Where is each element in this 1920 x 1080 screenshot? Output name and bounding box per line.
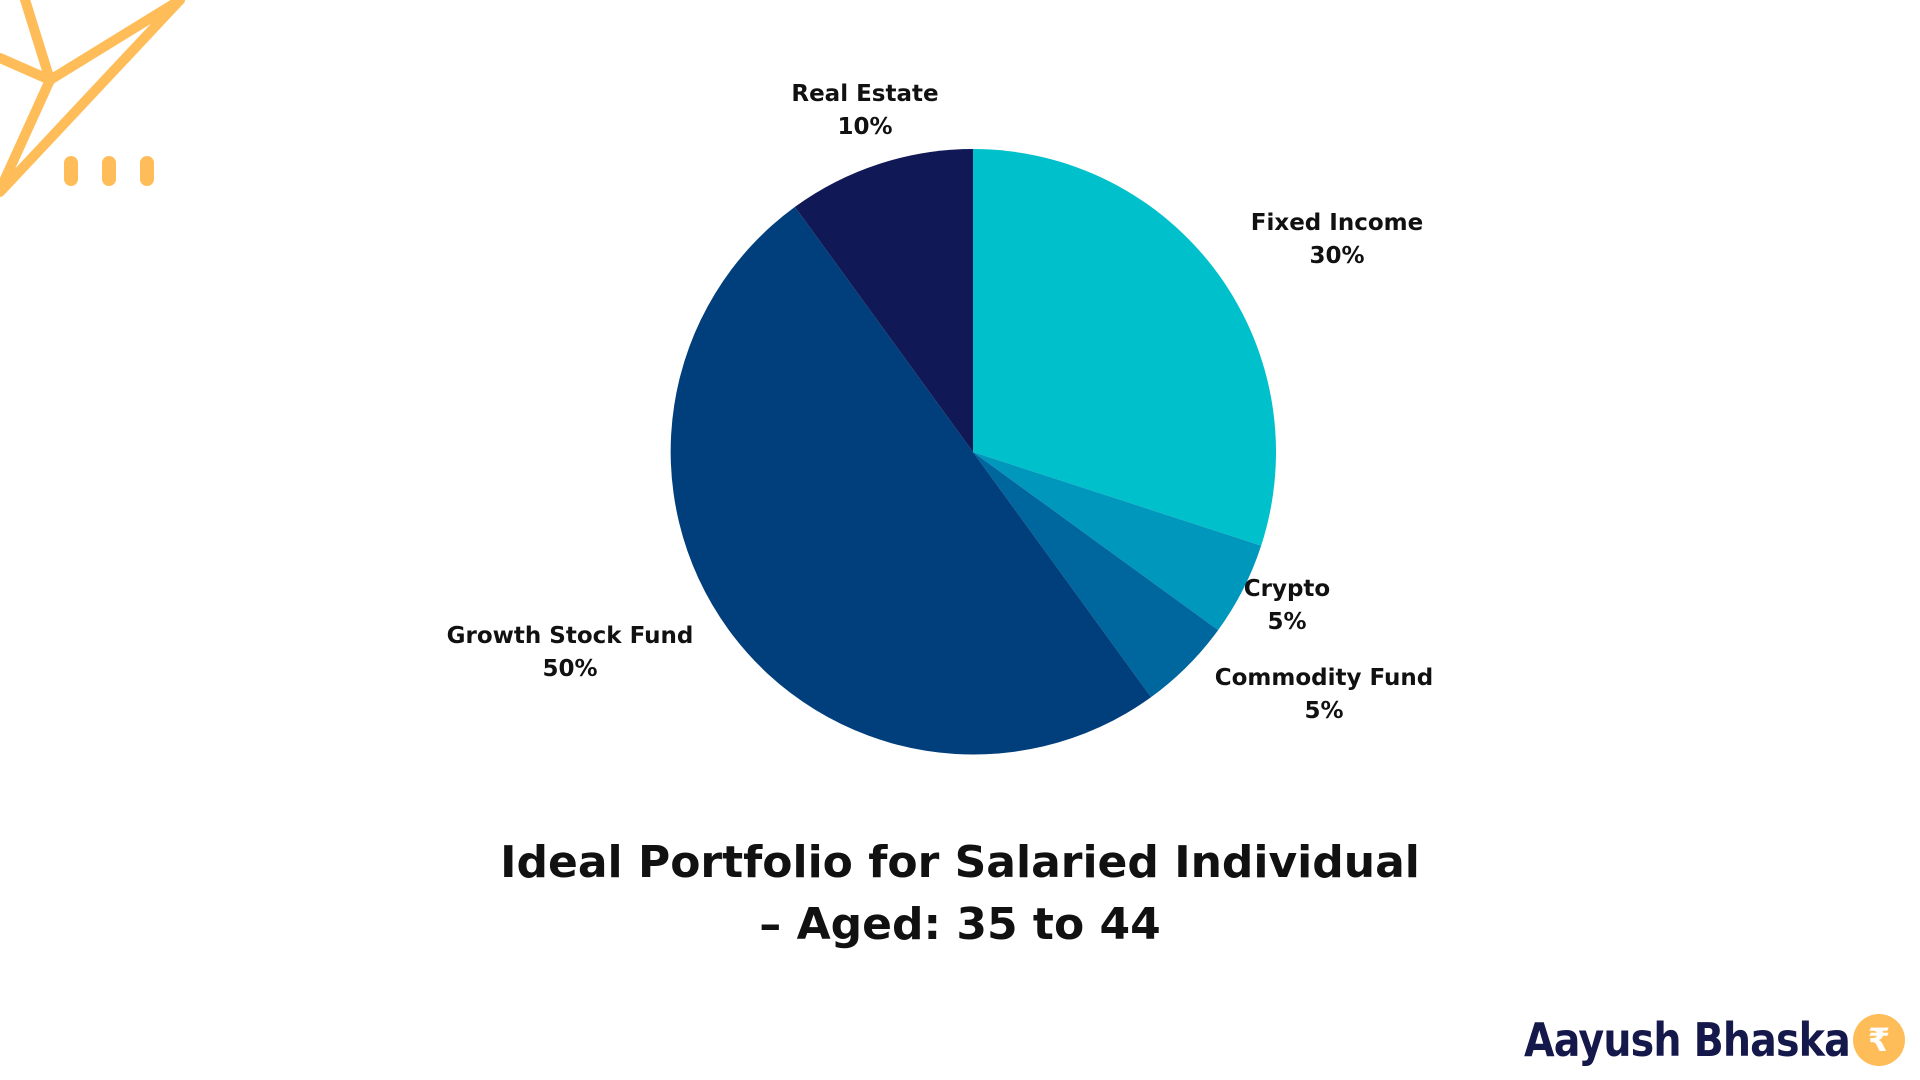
slice-value-real-estate: 10% <box>837 114 892 140</box>
slice-value-commodity-fund: 5% <box>1304 698 1343 724</box>
pie-slice-fixed-income <box>973 149 1276 546</box>
slice-label-fixed-income: Fixed Income <box>1251 210 1423 236</box>
chart-title-line-2: – Aged: 35 to 44 <box>759 899 1161 950</box>
slice-value-growth-stock-fund: 50% <box>542 656 597 682</box>
slice-label-commodity-fund: Commodity Fund <box>1215 665 1434 691</box>
pie-slice-crypto <box>973 452 1262 631</box>
slice-value-crypto: 5% <box>1267 609 1306 635</box>
rupee-logo-icon: ₹ <box>1853 1014 1905 1066</box>
slice-value-fixed-income: 30% <box>1309 243 1364 269</box>
slice-label-growth-stock-fund: Growth Stock Fund <box>447 623 694 649</box>
chart-title-line-1: Ideal Portfolio for Salaried Individual <box>500 837 1420 888</box>
pie-slice-growth-stock-fund <box>670 206 1152 755</box>
slice-label-real-estate: Real Estate <box>791 81 938 107</box>
chart-title: Ideal Portfolio for Salaried Individual … <box>460 832 1460 956</box>
paper-plane-icon <box>0 0 185 197</box>
pie-slice-commodity-fund <box>973 452 1219 698</box>
svg-text:₹: ₹ <box>1868 1021 1890 1059</box>
brand-name: Aayush Bhaska <box>1524 1013 1851 1067</box>
pie-slice-real-estate <box>794 149 973 452</box>
slice-label-crypto: Crypto <box>1244 576 1330 602</box>
brand-watermark: Aayush Bhaska ₹ <box>1471 1010 1906 1070</box>
